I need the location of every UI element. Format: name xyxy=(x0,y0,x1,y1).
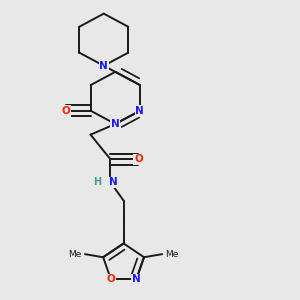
Text: O: O xyxy=(62,106,70,116)
Text: N: N xyxy=(111,119,120,129)
Text: N: N xyxy=(109,177,118,187)
Text: O: O xyxy=(106,274,115,284)
Text: H: H xyxy=(93,177,101,187)
Text: O: O xyxy=(134,154,143,164)
Text: Me: Me xyxy=(68,250,82,259)
Text: Me: Me xyxy=(166,250,179,259)
Text: N: N xyxy=(99,61,108,71)
Text: N: N xyxy=(132,274,141,284)
Text: N: N xyxy=(135,106,144,116)
